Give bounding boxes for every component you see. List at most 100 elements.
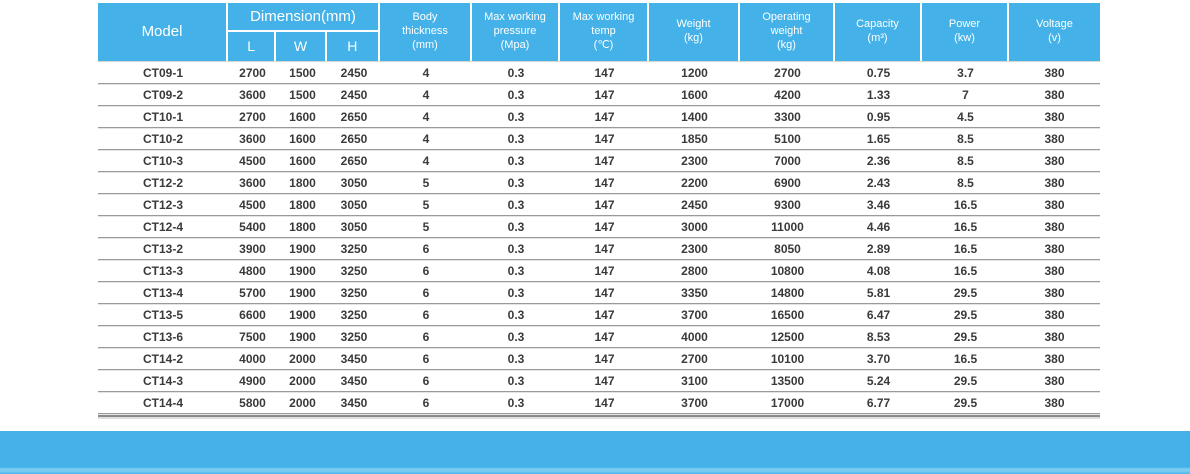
footer-bar [0, 431, 1190, 474]
value-cell: 0.95 [866, 109, 891, 124]
value-cell: 10800 [770, 263, 805, 278]
value-cell: 4 [422, 153, 430, 168]
value-cell: 6 [422, 395, 430, 410]
value-cell: 4000 [239, 351, 266, 366]
value-cell: 3.70 [866, 351, 891, 366]
value-cell: 16.5 [953, 351, 978, 366]
value-cell: 0.75 [866, 65, 891, 80]
value-cell: 7000 [774, 153, 801, 168]
model-cell: CT14-3 [142, 373, 183, 388]
value-cell: 5 [422, 197, 430, 212]
value-cell: 2450 [340, 65, 368, 80]
value-cell: 1600 [681, 87, 708, 102]
value-cell: 4.5 [957, 109, 974, 124]
value-cell: 1500 [289, 87, 316, 102]
value-cell: 0.3 [507, 395, 525, 410]
value-cell: 3250 [340, 329, 368, 344]
value-cell: 5700 [239, 285, 266, 300]
value-cell: 3050 [340, 197, 368, 212]
value-cell: 4200 [774, 87, 801, 102]
value-cell: 3600 [239, 87, 266, 102]
value-cell: 2300 [681, 241, 708, 256]
value-cell: 380 [1044, 109, 1065, 124]
value-cell: 1900 [289, 329, 316, 344]
value-cell: 380 [1044, 65, 1065, 80]
value-cell: 1800 [289, 197, 316, 212]
value-cell: 1500 [289, 65, 316, 80]
value-cell: 1.33 [866, 87, 891, 102]
value-cell: 4500 [239, 153, 266, 168]
value-cell: 0.3 [507, 175, 525, 190]
value-cell: 6 [422, 263, 430, 278]
value-cell: 147 [594, 87, 615, 102]
table-row: CT09-2 3600 1500 2450 4 0.3 147 1600 4200 1.33 7 38… [98, 84, 1100, 106]
value-cell: 147 [594, 197, 615, 212]
table-row: CT14-4 5800 2000 3450 6 0.3 147 3700 17000 6.77 29… [98, 392, 1100, 414]
value-cell: 0.3 [507, 307, 525, 322]
value-cell: 147 [594, 263, 615, 278]
table-row: CT13-3 4800 1900 3250 6 0.3 147 2800 10800 4.08 16… [98, 260, 1100, 282]
value-cell: 0.3 [507, 153, 525, 168]
value-cell: 6 [422, 351, 430, 366]
header-operating-weight: Operating weight (kg) [740, 3, 835, 61]
value-cell: 3.7 [957, 65, 974, 80]
value-cell: 380 [1044, 153, 1065, 168]
value-cell: 14800 [770, 285, 805, 300]
value-cell: 0.3 [507, 285, 525, 300]
value-cell: 4.46 [866, 219, 891, 234]
value-cell: 147 [594, 109, 615, 124]
table-row: CT10-2 3600 1600 2650 4 0.3 147 1850 5100 1.65 8.5… [98, 128, 1100, 150]
value-cell: 4 [422, 65, 430, 80]
value-cell: 3250 [340, 285, 368, 300]
header-weight: Weight (kg) [649, 3, 740, 61]
value-cell: 8.5 [957, 175, 974, 190]
value-cell: 7500 [239, 329, 266, 344]
value-cell: 3700 [681, 395, 708, 410]
value-cell: 6900 [774, 175, 801, 190]
table-row: CT14-3 4900 2000 3450 6 0.3 147 3100 13500 5.24 29… [98, 370, 1100, 392]
value-cell: 3250 [340, 307, 368, 322]
header-dim-l: L [228, 32, 277, 61]
value-cell: 1800 [289, 175, 316, 190]
value-cell: 29.5 [953, 285, 978, 300]
value-cell: 1900 [289, 307, 316, 322]
value-cell: 1600 [289, 109, 316, 124]
value-cell: 7 [962, 87, 969, 102]
value-cell: 29.5 [953, 329, 978, 344]
value-cell: 6 [422, 241, 430, 256]
value-cell: 4.08 [866, 263, 891, 278]
value-cell: 1600 [289, 131, 316, 146]
value-cell: 9300 [774, 197, 801, 212]
value-cell: 2300 [681, 153, 708, 168]
value-cell: 147 [594, 395, 615, 410]
value-cell: 380 [1044, 219, 1065, 234]
table-row: CT13-5 6600 1900 3250 6 0.3 147 3700 16500 6.47 29… [98, 304, 1100, 326]
value-cell: 16.5 [953, 219, 978, 234]
value-cell: 380 [1044, 131, 1065, 146]
value-cell: 3250 [340, 263, 368, 278]
value-cell: 147 [594, 351, 615, 366]
value-cell: 3250 [340, 241, 368, 256]
value-cell: 5100 [774, 131, 801, 146]
value-cell: 3.46 [866, 197, 891, 212]
header-max-working-temp: Max working temp (℃) [560, 3, 649, 61]
model-cell: CT13-3 [142, 263, 183, 278]
value-cell: 0.3 [507, 109, 525, 124]
table-row: CT10-1 2700 1600 2650 4 0.3 147 1400 3300 0.95 4.5… [98, 106, 1100, 128]
value-cell: 0.3 [507, 131, 525, 146]
value-cell: 3350 [681, 285, 708, 300]
value-cell: 0.3 [507, 87, 525, 102]
value-cell: 2000 [289, 395, 316, 410]
value-cell: 6600 [239, 307, 266, 322]
model-cell: CT12-2 [142, 175, 183, 190]
header-dimension-subrow: L W H [228, 32, 378, 61]
value-cell: 5 [422, 219, 430, 234]
table-header-row: Model Dimension(mm) L W H Body thickness… [98, 3, 1100, 61]
value-cell: 3600 [239, 131, 266, 146]
value-cell: 2.36 [866, 153, 891, 168]
value-cell: 5400 [239, 219, 266, 234]
value-cell: 4000 [681, 329, 708, 344]
model-cell: CT13-6 [142, 329, 183, 344]
value-cell: 1800 [289, 219, 316, 234]
value-cell: 147 [594, 65, 615, 80]
